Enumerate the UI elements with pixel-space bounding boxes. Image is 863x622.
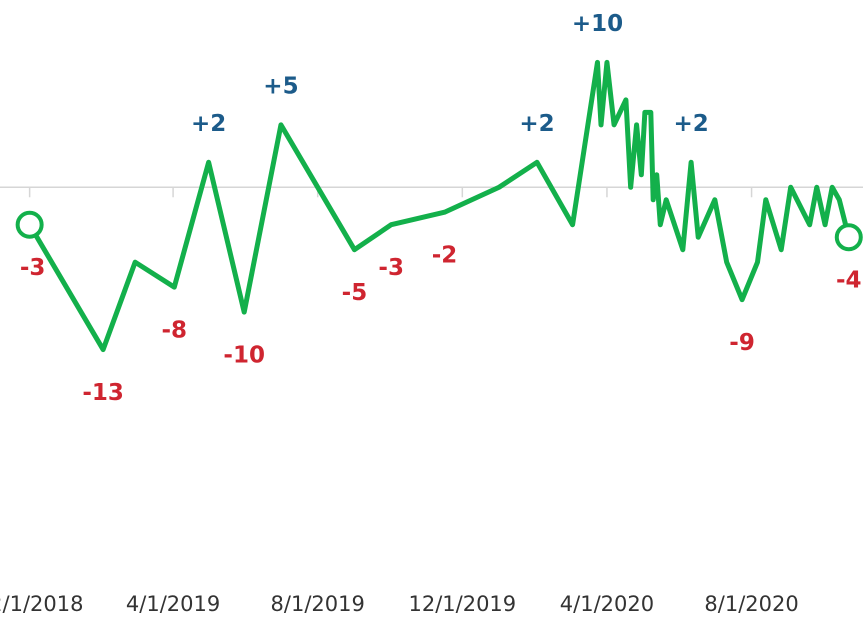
x-tick-label: 12/1/2019 xyxy=(408,592,516,616)
end-marker xyxy=(15,210,44,239)
x-tick-label: 12/1/2018 xyxy=(0,592,83,616)
data-label: -3 xyxy=(20,255,46,281)
data-label: +5 xyxy=(263,73,298,99)
data-label: -5 xyxy=(342,280,368,306)
line xyxy=(27,59,852,353)
data-label: +2 xyxy=(191,111,226,137)
x-tick-label: 4/1/2019 xyxy=(126,592,220,616)
data-label: -9 xyxy=(729,330,755,356)
data-label: +10 xyxy=(572,11,623,37)
data-label: -2 xyxy=(432,243,458,269)
data-label: -10 xyxy=(223,343,265,369)
data-label: +2 xyxy=(673,111,708,137)
end-marker xyxy=(834,223,863,252)
data-label: -13 xyxy=(82,380,124,406)
x-tick-label: 4/1/2020 xyxy=(560,592,654,616)
data-label: -3 xyxy=(378,255,404,281)
x-tick-label: 8/1/2019 xyxy=(271,592,365,616)
data-label: +2 xyxy=(519,111,554,137)
x-tick-label: 8/1/2020 xyxy=(704,592,798,616)
data-label: -8 xyxy=(161,318,187,344)
data-label: -4 xyxy=(836,268,862,294)
